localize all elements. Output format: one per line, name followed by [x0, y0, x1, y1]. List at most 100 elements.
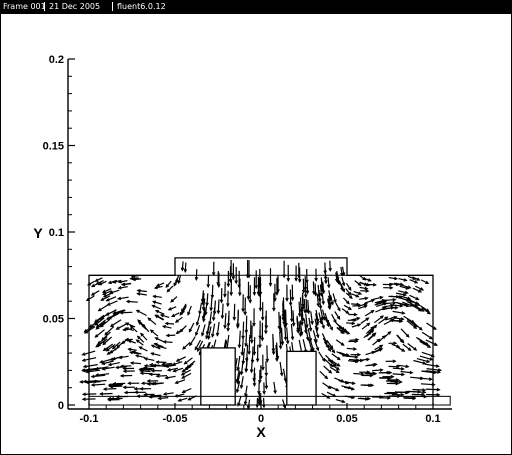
vector-arrowhead	[278, 345, 283, 350]
vector-arrowhead	[186, 364, 191, 369]
vector-arrowhead	[102, 294, 107, 298]
velocity-vector	[172, 361, 183, 366]
vector-arrowhead	[340, 342, 345, 346]
velocity-vector	[338, 379, 349, 384]
vector-arrowhead	[187, 397, 192, 401]
vector-arrowhead	[232, 316, 237, 321]
velocity-vector	[129, 351, 139, 355]
vector-arrowhead	[161, 325, 167, 329]
velocity-vector	[312, 281, 315, 294]
velocity-vector	[103, 343, 114, 351]
vector-arrowhead	[148, 372, 153, 377]
vector-arrowhead	[333, 362, 337, 367]
vector-arrowhead	[279, 372, 284, 377]
vector-arrowhead	[363, 304, 368, 309]
velocity-vector	[376, 300, 387, 304]
axes: 0 0.05 0.1 0.15 0.2 -0.1 -0.05 0 0.05 0.1 X Y	[33, 54, 452, 440]
vector-arrowhead	[297, 278, 302, 284]
velocity-vector	[201, 324, 206, 336]
vector-arrowhead	[201, 332, 205, 337]
vector-arrowhead	[252, 322, 256, 327]
vector-arrowhead	[296, 329, 300, 334]
vector-arrowhead	[395, 381, 400, 386]
velocity-vector	[335, 339, 345, 346]
vector-arrowhead	[364, 286, 369, 291]
vector-arrowhead	[112, 382, 117, 386]
vector-arrowhead	[98, 282, 103, 286]
velocity-vector	[206, 293, 209, 306]
vector-arrowhead	[308, 338, 313, 343]
vector-arrowhead	[367, 278, 372, 282]
vector-arrowhead	[280, 341, 285, 346]
vector-arrowhead	[422, 341, 427, 345]
velocity-vector	[345, 292, 353, 299]
vector-arrowhead	[319, 320, 323, 325]
vector-arrowhead	[234, 280, 238, 285]
velocity-vector	[327, 299, 331, 310]
vector-arrowhead	[181, 368, 186, 373]
vector-arrowhead	[346, 353, 351, 357]
vector-arrowhead	[152, 294, 157, 299]
velocity-vector	[308, 317, 312, 331]
vector-arrowhead	[392, 298, 397, 302]
vector-arrowhead	[407, 347, 412, 351]
vector-arrowhead	[205, 302, 209, 307]
velocity-vector	[305, 313, 308, 328]
velocity-vector	[331, 353, 341, 361]
velocity-vector	[181, 305, 188, 314]
vector-arrowhead	[294, 277, 298, 282]
vector-arrowhead	[139, 387, 144, 391]
velocity-vector	[365, 364, 376, 367]
velocity-vector	[166, 334, 176, 337]
velocity-vector	[316, 294, 320, 307]
vector-arrowhead	[329, 326, 333, 331]
velocity-vector	[307, 328, 312, 342]
vector-arrowhead	[116, 344, 121, 349]
vector-arrowhead	[278, 329, 283, 334]
vector-arrowhead	[285, 297, 289, 302]
vector-arrowhead	[226, 283, 231, 288]
vector-arrowhead	[405, 333, 410, 338]
vector-arrowhead	[355, 294, 360, 298]
date-label: 21 Dec 2005	[49, 2, 101, 11]
velocity-vector	[360, 317, 369, 324]
velocity-vector	[324, 316, 330, 327]
velocity-vector	[113, 309, 125, 314]
vector-arrowhead	[328, 302, 332, 307]
velocity-vector	[104, 326, 115, 336]
velocity-vector	[195, 324, 201, 336]
velocity-vector	[398, 290, 408, 294]
vector-arrowhead	[341, 288, 346, 293]
vector-arrowhead	[183, 360, 188, 365]
vector-arrowhead	[318, 305, 323, 310]
vector-arrowhead	[135, 309, 140, 314]
velocity-vector	[319, 284, 322, 296]
vector-arrowhead	[175, 330, 180, 335]
velocity-vector	[125, 338, 133, 341]
vector-arrowhead	[271, 351, 276, 356]
velocity-vector	[345, 288, 352, 296]
vector-arrowhead	[420, 287, 425, 291]
velocity-vector	[369, 324, 377, 333]
vector-arrowhead	[415, 296, 420, 301]
velocity-vector	[272, 333, 274, 352]
vector-arrowhead	[341, 399, 346, 404]
vector-arrowhead	[301, 317, 305, 322]
vector-arrowhead	[315, 321, 320, 327]
velocity-vector	[237, 355, 241, 371]
vector-arrowhead	[386, 375, 392, 380]
vector-arrowhead	[197, 348, 201, 352]
vector-arrowhead	[275, 291, 279, 296]
velocity-vector	[250, 357, 253, 373]
x-axis-label: X	[256, 424, 266, 440]
vector-arrowhead	[211, 317, 216, 322]
velocity-vector	[265, 376, 268, 389]
vector-arrowhead	[125, 299, 130, 304]
velocity-vector	[102, 288, 112, 293]
velocity-vector	[152, 304, 162, 310]
vector-arrowhead	[205, 331, 210, 336]
velocity-vector	[110, 385, 123, 388]
velocity-vector	[350, 293, 359, 298]
velocity-vector	[399, 285, 409, 290]
velocity-vector	[139, 368, 150, 371]
